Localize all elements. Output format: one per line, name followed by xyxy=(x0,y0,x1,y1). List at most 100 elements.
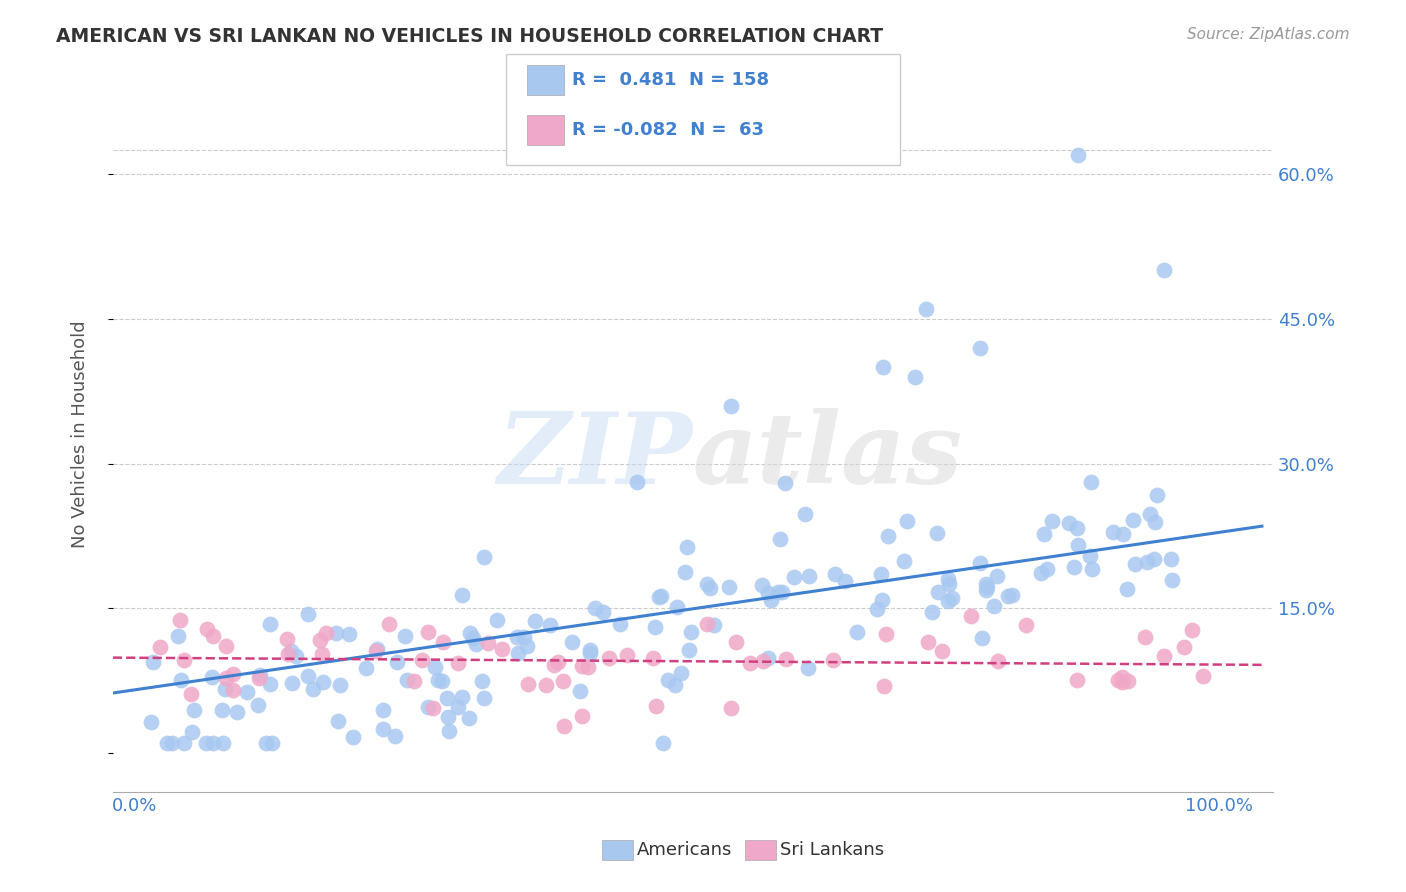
Point xyxy=(247,671,270,685)
Point xyxy=(226,705,249,719)
Point xyxy=(508,646,530,660)
Point xyxy=(917,635,939,649)
Point xyxy=(280,644,302,658)
Point xyxy=(896,515,918,529)
Text: R =  0.481  N = 158: R = 0.481 N = 158 xyxy=(572,71,769,89)
Point xyxy=(650,589,672,603)
Point xyxy=(1107,673,1129,687)
Point xyxy=(517,677,540,691)
Point xyxy=(644,699,666,714)
Point xyxy=(236,685,259,699)
Point xyxy=(249,667,271,681)
Point xyxy=(870,593,893,607)
Point xyxy=(426,673,449,688)
Point xyxy=(214,681,236,696)
Point xyxy=(337,626,360,640)
Point xyxy=(1029,566,1052,581)
Point xyxy=(876,529,898,543)
Point xyxy=(491,641,513,656)
Point xyxy=(598,651,620,665)
Point xyxy=(1080,562,1102,576)
Point xyxy=(648,590,671,604)
Point xyxy=(364,643,387,657)
Point xyxy=(821,652,844,666)
Point xyxy=(904,369,927,384)
Point xyxy=(969,557,991,571)
Point xyxy=(553,719,575,733)
Point xyxy=(432,635,454,649)
Point xyxy=(1036,562,1059,576)
Point xyxy=(202,736,225,750)
Point xyxy=(681,625,703,640)
Point xyxy=(870,567,893,582)
Text: R = -0.082  N =  63: R = -0.082 N = 63 xyxy=(572,121,765,139)
Point xyxy=(312,674,335,689)
Point xyxy=(173,653,195,667)
Point xyxy=(387,655,409,669)
Point xyxy=(212,736,235,750)
Point xyxy=(1112,527,1135,541)
Point xyxy=(534,678,557,692)
Point xyxy=(160,736,183,750)
Point xyxy=(720,399,742,413)
Point xyxy=(725,634,748,648)
Point xyxy=(222,666,245,681)
Point xyxy=(673,565,696,579)
Point xyxy=(970,632,993,646)
Point xyxy=(1192,669,1215,683)
Point xyxy=(411,653,433,667)
Point xyxy=(576,660,599,674)
Point xyxy=(571,709,593,723)
Point xyxy=(437,710,460,724)
Point xyxy=(797,569,820,583)
Point xyxy=(1161,573,1184,587)
Point xyxy=(775,652,797,666)
Point xyxy=(1139,508,1161,522)
Point xyxy=(170,673,193,687)
Point xyxy=(1057,516,1080,530)
Point xyxy=(472,691,495,706)
Point xyxy=(325,625,347,640)
Point xyxy=(616,648,638,662)
Point xyxy=(472,550,495,565)
Point xyxy=(180,687,202,701)
Point xyxy=(447,656,470,670)
Point xyxy=(1063,560,1085,574)
Point xyxy=(796,661,818,675)
Point xyxy=(1078,549,1101,564)
Point xyxy=(297,668,319,682)
Point xyxy=(422,701,444,715)
Point xyxy=(641,651,664,665)
Point xyxy=(436,691,458,706)
Point xyxy=(571,659,593,673)
Point xyxy=(215,639,238,653)
Point xyxy=(927,585,949,599)
Point xyxy=(699,582,721,596)
Point xyxy=(285,648,308,663)
Point xyxy=(222,682,245,697)
Point xyxy=(969,341,991,355)
Point xyxy=(1153,648,1175,663)
Point xyxy=(297,607,319,621)
Point xyxy=(458,711,481,725)
Point xyxy=(259,617,281,632)
Point xyxy=(986,654,1008,668)
Point xyxy=(1143,552,1166,566)
Point xyxy=(986,568,1008,582)
Point xyxy=(356,661,378,675)
Point xyxy=(583,601,606,615)
Point xyxy=(425,660,447,674)
Point xyxy=(505,630,527,644)
Point xyxy=(416,699,439,714)
Point xyxy=(669,665,692,680)
Point xyxy=(396,673,419,688)
Point xyxy=(183,703,205,717)
Point xyxy=(1136,555,1159,569)
Point xyxy=(485,613,508,627)
Point xyxy=(447,700,470,714)
Point xyxy=(1001,588,1024,602)
Point xyxy=(439,724,461,739)
Point xyxy=(173,736,195,750)
Point xyxy=(513,630,536,644)
Text: Sri Lankans: Sri Lankans xyxy=(780,841,884,859)
